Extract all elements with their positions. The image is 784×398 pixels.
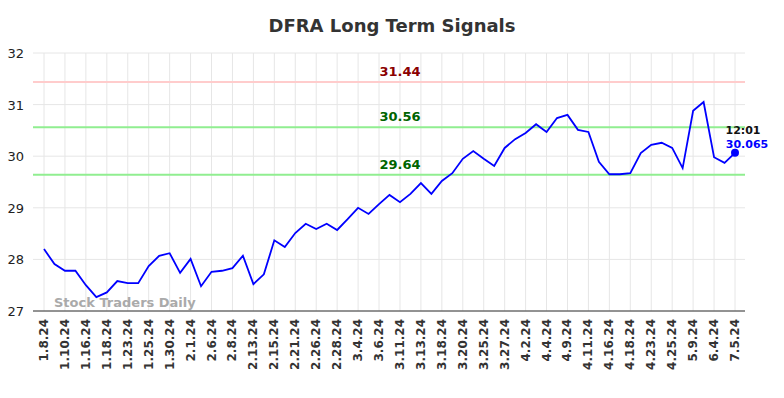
- grid-line: [64, 53, 65, 311]
- grid-line: [190, 53, 191, 311]
- y-tick-label: 29: [7, 201, 24, 216]
- grid-line: [609, 53, 610, 311]
- grid-line: [337, 53, 338, 311]
- grid-line: [462, 53, 463, 311]
- level-label: 31.44: [379, 64, 420, 79]
- grid-line: [651, 53, 652, 311]
- grid-line: [588, 53, 589, 311]
- level-line: [33, 81, 745, 83]
- x-tick-label: 4.25.24: [665, 319, 679, 370]
- grid-line: [253, 53, 254, 311]
- grid-line: [358, 53, 359, 311]
- grid-line: [85, 53, 86, 311]
- plot-area: [33, 82, 745, 297]
- grid-line: [483, 53, 484, 311]
- y-tick-label: 31: [7, 98, 24, 113]
- title: DFRA Long Term Signals: [269, 15, 516, 36]
- level-line: [33, 126, 745, 128]
- level-line: [33, 174, 745, 176]
- chart: DFRA Long Term Signals 27 28 29 30 31 32 1.8.24…: [0, 0, 784, 398]
- grid-line: [106, 53, 107, 311]
- watermark: Stock Traders Daily: [54, 295, 196, 310]
- x-tick-label: 1.16.24: [79, 319, 93, 370]
- level-label: 30.56: [379, 109, 420, 124]
- x-tick-label: 3.18.24: [435, 319, 449, 370]
- y-tick-label: 28: [7, 252, 24, 267]
- y-tick-label: 30: [7, 149, 24, 164]
- x-tick-label: 4.4.24: [540, 319, 554, 362]
- x-tick-label: 1.25.24: [142, 319, 156, 370]
- x-tick-label: 2.13.24: [246, 319, 260, 370]
- x-tick-label: 3.27.24: [498, 319, 512, 370]
- x-tick-label: 2.21.24: [288, 319, 302, 370]
- grid-line: [33, 311, 745, 312]
- y-tick-label: 32: [7, 46, 24, 61]
- x-tick-label: 1.30.24: [163, 319, 177, 370]
- grid-line: [316, 53, 317, 311]
- x-tick-label: 3.13.24: [414, 319, 428, 370]
- x-tick-label: 3.25.24: [477, 319, 491, 370]
- x-tick-label: 1.23.24: [121, 319, 135, 370]
- grid-line: [693, 53, 694, 311]
- grid-line: [169, 53, 170, 311]
- x-tick-label: 3.4.24: [351, 319, 365, 362]
- x-tick-label: 2.6.24: [205, 319, 219, 362]
- grid-line: [295, 53, 296, 311]
- x-tick-label: 4.18.24: [623, 319, 637, 370]
- x-tick-label: 6.4.24: [707, 319, 721, 362]
- x-tick-label: 2.26.24: [309, 319, 323, 370]
- x-tick-label: 2.15.24: [267, 319, 281, 370]
- grid-line: [630, 53, 631, 311]
- grid-line: [33, 207, 745, 208]
- series-line: [44, 102, 735, 297]
- level-label: 29.64: [379, 157, 420, 172]
- x-tick-label: 4.2.24: [519, 319, 533, 362]
- grid-line: [672, 53, 673, 311]
- x-tick-label: 2.8.24: [225, 319, 239, 362]
- last-time-label: 12:01: [725, 124, 760, 137]
- grid-line: [567, 53, 568, 311]
- x-tick-label: 1.18.24: [100, 319, 114, 370]
- x-tick-label: 4.11.24: [581, 319, 595, 370]
- grid-line: [525, 53, 526, 311]
- grid-line: [33, 104, 745, 105]
- background: [0, 0, 784, 398]
- x-tick-label: 5.9.24: [686, 319, 700, 362]
- x-tick-label: 1.8.24: [37, 319, 51, 362]
- x-tick-label: 3.6.24: [372, 319, 386, 362]
- grid-line: [33, 53, 745, 54]
- x-tick-label: 7.5.24: [728, 319, 742, 362]
- grid-line: [735, 53, 736, 311]
- grid-line: [546, 53, 547, 311]
- grid-line: [504, 53, 505, 311]
- x-tick-label: 3.11.24: [393, 319, 407, 370]
- x-tick-label: 4.16.24: [602, 319, 616, 370]
- grid-line: [379, 53, 380, 311]
- grid-line: [714, 53, 715, 311]
- grid-line: [399, 53, 400, 311]
- x-axis: [33, 311, 745, 312]
- grid-line: [232, 53, 233, 311]
- grid-line: [44, 53, 45, 311]
- grid-line: [33, 259, 745, 260]
- grid-line: [274, 53, 275, 311]
- x-tick-label: 2.28.24: [330, 319, 344, 370]
- x-tick-label: 4.23.24: [644, 319, 658, 370]
- grid-line: [127, 53, 128, 311]
- x-tick-label: 1.10.24: [58, 319, 72, 370]
- x-tick-label: 4.9.24: [560, 319, 574, 362]
- x-tick-label: 3.20.24: [456, 319, 470, 370]
- x-tick-label: 2.1.24: [184, 319, 198, 362]
- y-tick-label: 27: [7, 304, 24, 319]
- grid-line: [148, 53, 149, 311]
- last-value-label: 30.065: [726, 138, 768, 151]
